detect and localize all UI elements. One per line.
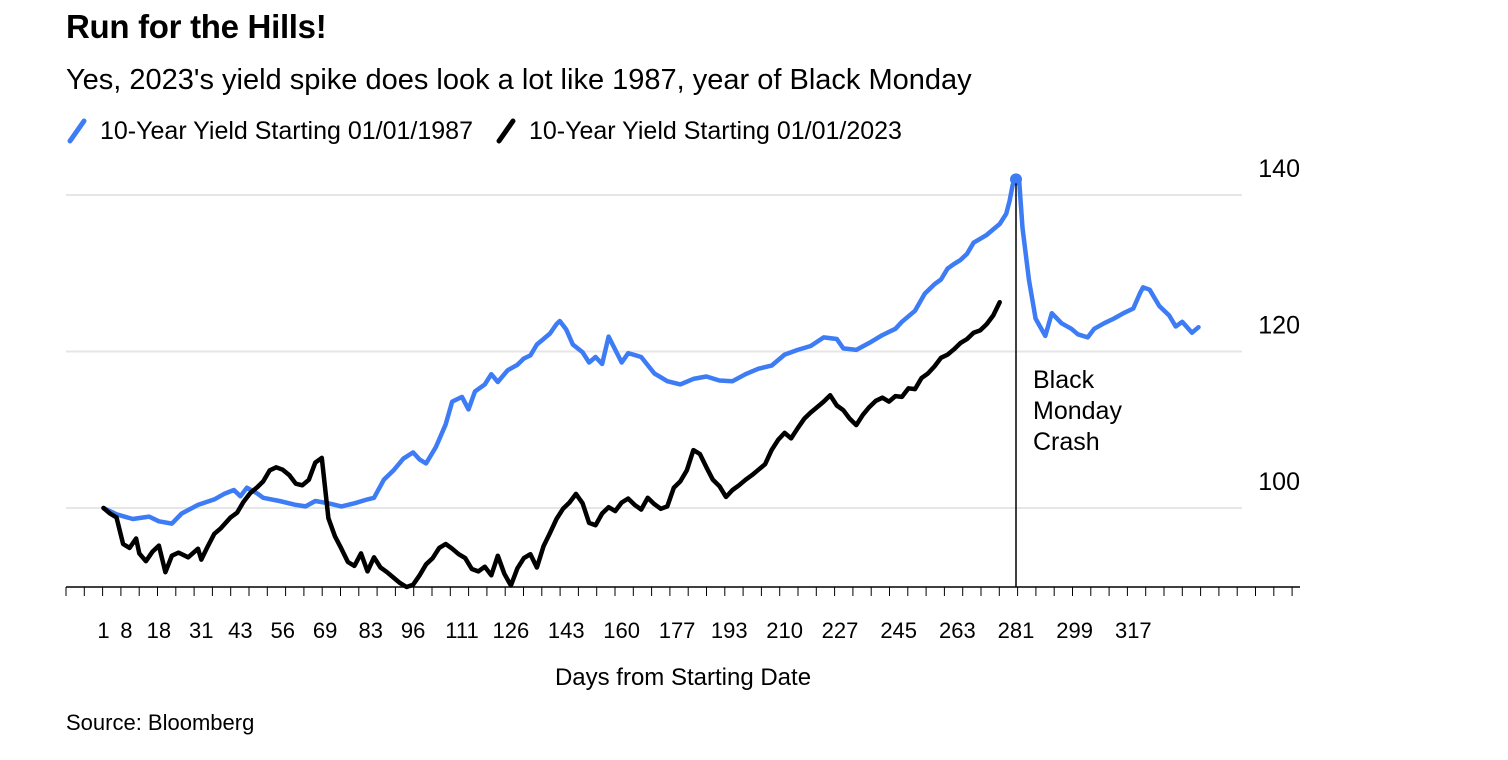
x-tick-label-96: 96 bbox=[401, 618, 425, 643]
x-tick-label-317: 317 bbox=[1115, 618, 1152, 643]
chart-title: Run for the Hills! bbox=[66, 8, 327, 45]
x-tick-label-210: 210 bbox=[766, 618, 803, 643]
x-tick-label-83: 83 bbox=[358, 618, 382, 643]
legend-label-1987: 10-Year Yield Starting 01/01/1987 bbox=[100, 116, 473, 145]
x-tick-label-18: 18 bbox=[147, 618, 171, 643]
x-tick-label-193: 193 bbox=[711, 618, 748, 643]
series-line-1987 bbox=[101, 177, 1201, 526]
x-tick-label-8: 8 bbox=[120, 618, 132, 643]
x-tick-label-177: 177 bbox=[659, 618, 696, 643]
x-tick-label-126: 126 bbox=[493, 618, 530, 643]
x-tick-label-281: 281 bbox=[998, 618, 1035, 643]
series-line-2023 bbox=[101, 299, 1002, 590]
x-tick-label-31: 31 bbox=[189, 618, 213, 643]
legend-swatch-1987 bbox=[67, 118, 87, 144]
x-tick-label-1: 1 bbox=[97, 618, 109, 643]
x-tick-label-227: 227 bbox=[822, 618, 859, 643]
legend: 10-Year Yield Starting 01/01/1987 10-Yea… bbox=[66, 116, 924, 146]
x-tick-label-263: 263 bbox=[939, 618, 976, 643]
x-tick-label-111: 111 bbox=[445, 618, 478, 643]
annotation-label-line-3: Crash bbox=[1033, 428, 1100, 456]
x-tick-label-160: 160 bbox=[603, 618, 640, 643]
legend-label-2023: 10-Year Yield Starting 01/01/2023 bbox=[528, 116, 902, 145]
x-tick-label-245: 245 bbox=[880, 618, 917, 643]
chart-subtitle: Yes, 2023's yield spike does look a lot … bbox=[66, 64, 972, 96]
annotation-label-line-1: Black bbox=[1033, 366, 1095, 394]
x-tick-label-56: 56 bbox=[270, 618, 294, 643]
x-tick-label-43: 43 bbox=[228, 618, 252, 643]
legend-item-2023: 10-Year Yield Starting 01/01/2023 bbox=[495, 116, 902, 146]
legend-swatch-2023 bbox=[496, 118, 516, 144]
y-tick-label-120: 120 bbox=[1258, 312, 1300, 340]
x-tick-label-69: 69 bbox=[313, 618, 337, 643]
legend-item-1987: 10-Year Yield Starting 01/01/1987 bbox=[66, 116, 473, 146]
peak-marker-1987 bbox=[1010, 173, 1022, 186]
x-axis-title: Days from Starting Date bbox=[555, 664, 811, 691]
source-note: Source: Bloomberg bbox=[66, 710, 255, 735]
y-tick-label-100: 100 bbox=[1258, 468, 1300, 496]
x-tick-label-143: 143 bbox=[548, 618, 585, 643]
y-tick-label-140: 140 bbox=[1258, 155, 1300, 183]
annotation-label-line-2: Monday bbox=[1033, 397, 1122, 425]
x-tick-label-299: 299 bbox=[1056, 618, 1093, 643]
